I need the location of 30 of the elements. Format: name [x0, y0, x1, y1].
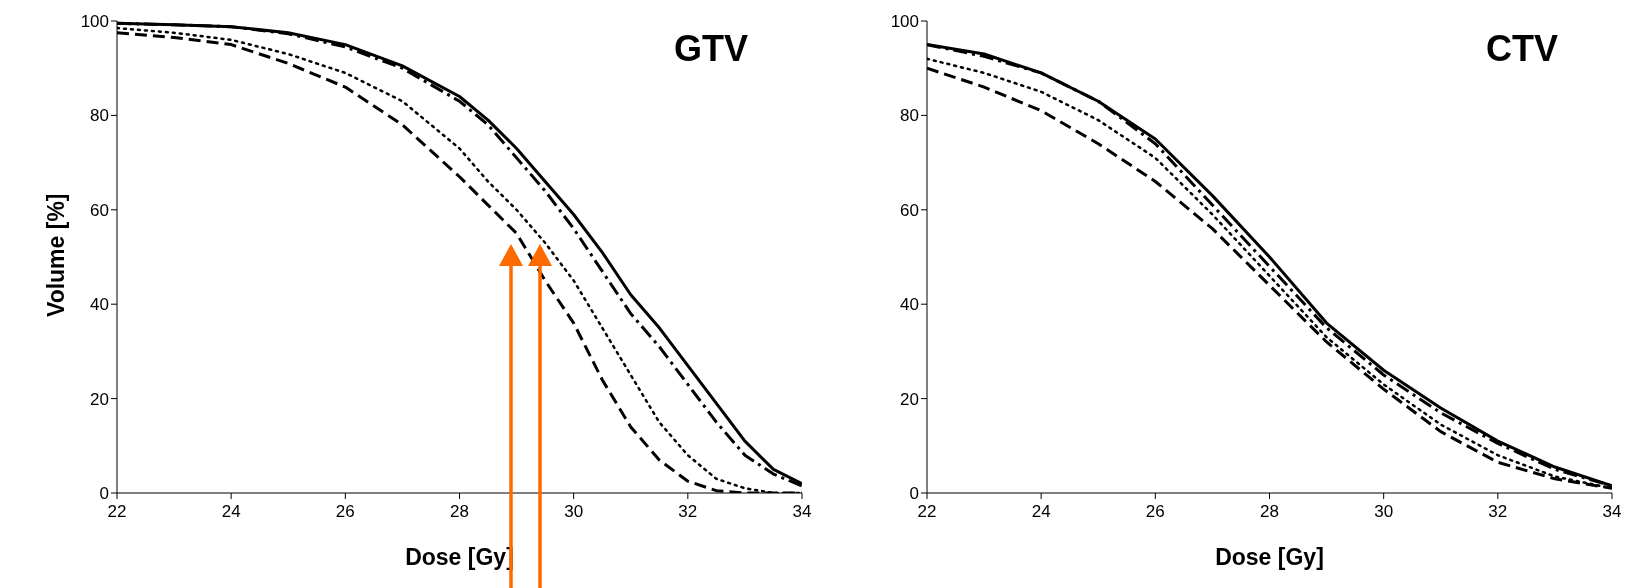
x-tick-label: 34 — [1602, 502, 1622, 522]
y-axis-title: Volume [%] — [43, 193, 70, 317]
y-tick-label: 60 — [90, 200, 109, 220]
y-tick-label: 100 — [890, 12, 919, 32]
y-tick-label: 80 — [900, 106, 919, 126]
chart-title: GTV — [673, 28, 748, 70]
x-tick-label: 30 — [564, 502, 584, 522]
y-tick-label: 100 — [80, 12, 109, 32]
x-tick-label: 32 — [678, 502, 698, 522]
x-tick-label: 24 — [1031, 502, 1051, 522]
x-axis-title: Dose [Gy] — [1215, 544, 1324, 570]
y-tick-label: 60 — [900, 200, 919, 220]
y-tick-label: 40 — [90, 295, 109, 315]
x-tick-label: 26 — [335, 502, 355, 522]
x-tick-label: 22 — [107, 502, 127, 522]
x-tick-label: 22 — [917, 502, 937, 522]
y-tick-label: 20 — [900, 389, 919, 409]
chart-title: CTV — [1486, 28, 1558, 70]
y-tick-label: 20 — [90, 389, 109, 409]
x-tick-label: 30 — [1374, 502, 1394, 522]
y-tick-label: 0 — [909, 484, 919, 504]
x-tick-label: 24 — [221, 502, 241, 522]
y-tick-label: 80 — [90, 106, 109, 126]
x-tick-label: 28 — [450, 502, 469, 522]
y-tick-label: 0 — [99, 484, 109, 504]
y-tick-label: 40 — [900, 295, 919, 315]
x-tick-label: 32 — [1488, 502, 1508, 522]
x-tick-label: 28 — [1260, 502, 1279, 522]
x-tick-label: 26 — [1145, 502, 1165, 522]
x-tick-label: 34 — [792, 502, 812, 522]
